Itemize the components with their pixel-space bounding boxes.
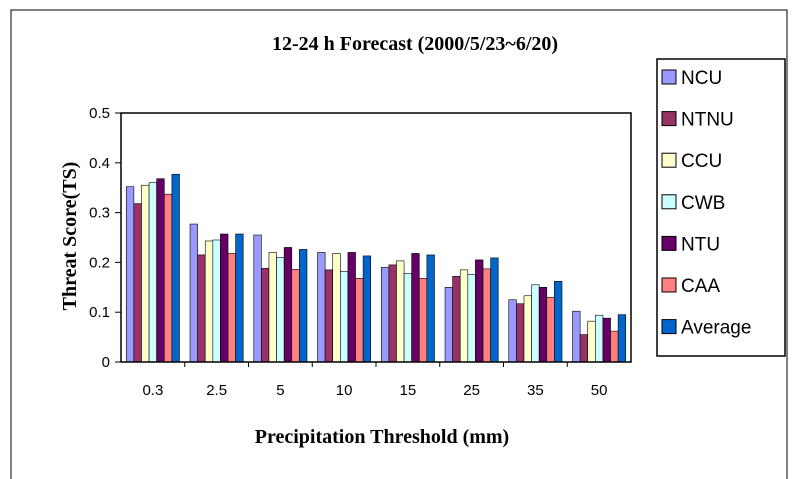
bar-ntnu-5 <box>261 268 270 363</box>
bar-ncu-5 <box>253 234 262 363</box>
bar-ccu-50 <box>587 320 596 363</box>
bar-caa-50 <box>610 330 619 363</box>
bar-caa-0.3 <box>163 193 173 363</box>
legend-label-average: Average <box>681 318 751 339</box>
legend-swatch-ntu <box>661 235 677 251</box>
bar-ncu-50 <box>572 310 581 363</box>
bar-cwb-10 <box>340 271 349 363</box>
bar-cwb-15 <box>403 273 412 363</box>
bar-cwb-35 <box>531 284 540 363</box>
bar-average-0.3 <box>171 173 180 363</box>
bar-ntnu-35 <box>516 303 525 363</box>
bar-average-35 <box>554 281 563 363</box>
bar-ncu-35 <box>508 299 517 363</box>
bar-caa-25 <box>482 268 491 363</box>
bar-average-2.5 <box>235 233 244 363</box>
bar-cwb-5 <box>276 257 285 363</box>
legend-label-ncu: NCU <box>681 68 722 89</box>
y-tick-label: 0.5 <box>89 105 110 122</box>
bar-average-5 <box>299 249 308 363</box>
y-tick-label: 0.3 <box>89 205 110 222</box>
y-tick-label: 0.1 <box>89 304 110 321</box>
bar-ntnu-25 <box>452 276 461 363</box>
bar-caa-15 <box>418 278 428 363</box>
bar-ncu-2.5 <box>189 223 198 363</box>
chart-area-border <box>10 9 788 479</box>
bar-average-50 <box>617 314 627 363</box>
legend-label-cwb: CWB <box>681 193 725 214</box>
y-axis-ticks: 0 0.1 0.2 0.3 0.4 0.5 <box>89 105 121 371</box>
bar-ccu-5 <box>268 252 277 363</box>
x-tick-label: 5 <box>276 382 284 399</box>
bar-ntu-10 <box>347 252 356 363</box>
legend-swatch-ntnu <box>661 111 677 127</box>
chart-title: 12-24 h Forecast (2000/5/23~6/20) <box>272 33 558 55</box>
legend-label-ntu: NTU <box>681 234 720 255</box>
y-tick-label: 0 <box>102 354 110 371</box>
bar-ntu-50 <box>602 317 611 363</box>
bar-ccu-2.5 <box>204 240 214 363</box>
legend-label-ccu: CCU <box>681 151 722 172</box>
bar-ntnu-50 <box>579 334 589 363</box>
legend-swatch-ncu <box>661 69 677 85</box>
bar-cwb-0.3 <box>148 182 157 363</box>
bar-cwb-2.5 <box>212 239 221 363</box>
bar-caa-35 <box>546 296 555 363</box>
bar-ccu-0.3 <box>141 184 150 363</box>
x-axis-title: Precipitation Threshold (mm) <box>255 426 509 448</box>
x-tick-label: 35 <box>527 382 544 399</box>
bar-ntu-0.3 <box>156 178 165 363</box>
bars <box>125 173 627 363</box>
y-axis-title: Threat Score(TS) <box>59 162 81 311</box>
bar-ccu-10 <box>332 253 341 363</box>
bar-ccu-15 <box>396 260 405 363</box>
legend-label-caa: CAA <box>681 276 720 297</box>
legend-swatch-cwb <box>661 194 677 210</box>
legend: NCU NTNU CCU CWB NTU CAA Average <box>656 58 786 357</box>
y-tick-label: 0.2 <box>89 254 110 271</box>
bar-ccu-35 <box>523 295 532 363</box>
plot-area-frame <box>120 112 632 363</box>
legend-swatch-caa <box>661 277 677 293</box>
x-tick-label: 2.5 <box>206 382 227 399</box>
bar-ncu-25 <box>444 286 453 363</box>
bar-average-10 <box>362 255 372 363</box>
x-axis-ticks: 0.3 2.5 5 10 15 25 35 50 <box>142 362 607 399</box>
legend-label-ntnu: NTNU <box>681 110 734 131</box>
bar-cwb-25 <box>467 274 476 363</box>
bar-caa-5 <box>291 269 300 363</box>
legend-box <box>656 58 786 357</box>
bar-cwb-50 <box>595 314 604 363</box>
bar-caa-2.5 <box>227 253 236 363</box>
x-tick-label: 50 <box>591 382 608 399</box>
bar-ntu-5 <box>283 247 293 363</box>
x-tick-label: 0.3 <box>142 382 163 399</box>
legend-swatch-ccu <box>661 152 677 168</box>
bar-ntnu-10 <box>324 269 334 363</box>
x-tick-label: 25 <box>463 382 480 399</box>
legend-swatch-average <box>661 319 677 335</box>
bar-average-15 <box>426 254 435 363</box>
bar-ncu-15 <box>380 267 390 363</box>
x-tick-label: 10 <box>336 382 353 399</box>
bar-ntu-15 <box>411 253 420 363</box>
bar-average-25 <box>490 257 499 363</box>
bar-ntnu-15 <box>388 264 397 363</box>
bar-ntu-35 <box>538 286 548 363</box>
bar-ntnu-0.3 <box>133 203 142 363</box>
x-tick-label: 15 <box>400 382 417 399</box>
bar-caa-10 <box>355 278 364 363</box>
bar-ccu-25 <box>459 269 469 363</box>
bar-ntnu-2.5 <box>197 254 206 363</box>
y-tick-label: 0.4 <box>89 155 110 172</box>
bar-ntu-2.5 <box>220 233 229 363</box>
bar-ncu-10 <box>317 252 326 363</box>
bar-ntu-25 <box>475 259 484 363</box>
bar-ncu-0.3 <box>125 186 135 363</box>
